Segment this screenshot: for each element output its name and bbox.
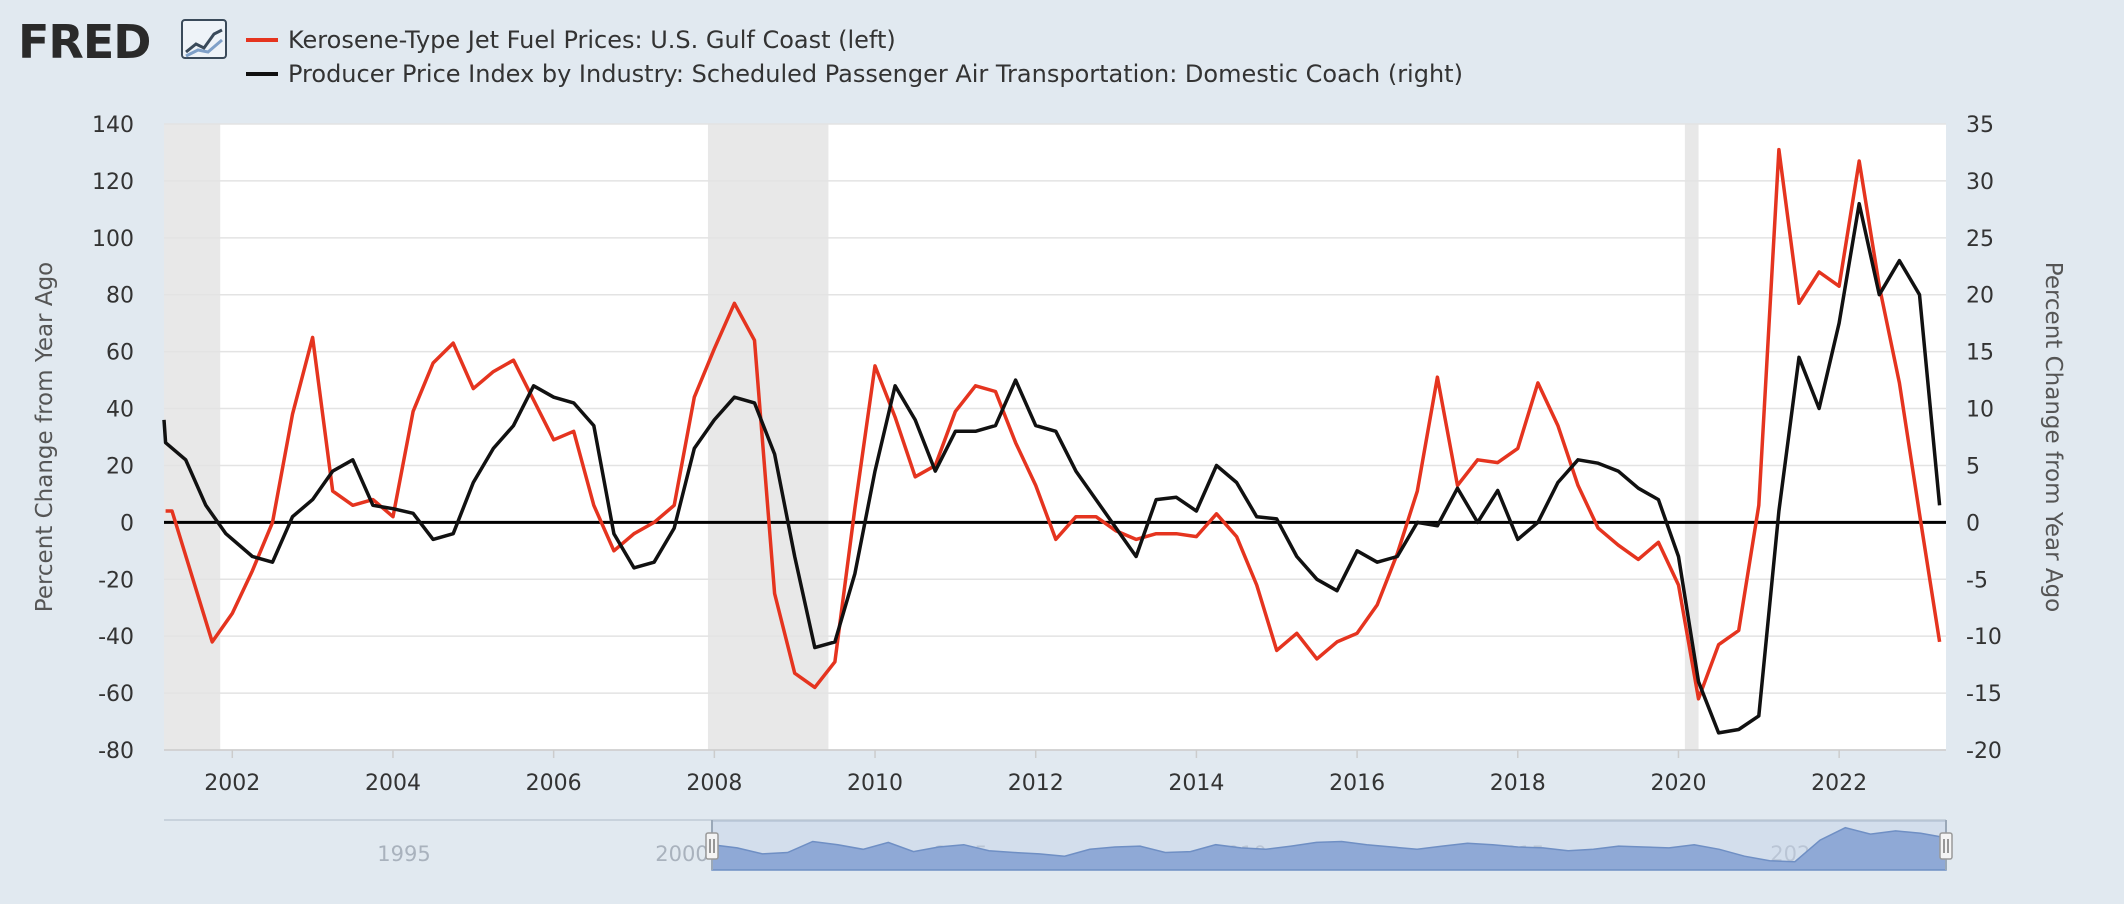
navigator-series-area — [711, 826, 1947, 871]
navigator-handle-left[interactable] — [705, 820, 719, 870]
right-tick-label: 25 — [1966, 227, 1994, 252]
right-tick-label: -20 — [1966, 739, 2002, 764]
recession-band — [1684, 124, 1699, 750]
x-tick-label: 2002 — [204, 771, 260, 796]
x-tick-label: 2008 — [686, 771, 742, 796]
recession-band — [164, 124, 221, 750]
navigator-year-label: 2000 — [655, 842, 708, 866]
right-tick-label: 15 — [1966, 341, 1994, 366]
navigator-handle-right[interactable] — [1939, 820, 1953, 870]
right-tick-label: -10 — [1966, 625, 2002, 650]
x-tick-label: 2020 — [1650, 771, 1706, 796]
fred-logo-chart-icon — [181, 19, 227, 59]
right-tick-label: 5 — [1966, 454, 1980, 479]
left-tick-label: 80 — [106, 284, 134, 309]
left-tick-label: 120 — [92, 170, 134, 195]
fred-logo-text: FRED — [18, 15, 150, 69]
x-tick-label: 2016 — [1329, 771, 1385, 796]
navigator-year-label: 1995 — [377, 842, 430, 866]
x-tick-label: 2012 — [1008, 771, 1064, 796]
legend: Kerosene-Type Jet Fuel Prices: U.S. Gulf… — [246, 26, 1463, 88]
right-tick-label: 10 — [1966, 398, 1994, 423]
legend-label-jet-fuel: Kerosene-Type Jet Fuel Prices: U.S. Gulf… — [288, 26, 896, 54]
left-tick-label: -60 — [98, 682, 134, 707]
left-tick-label: 40 — [106, 398, 134, 423]
left-axis-title: Percent Change from Year Ago — [32, 262, 58, 612]
right-axis-title: Percent Change from Year Ago — [2040, 262, 2066, 612]
right-axis-ticks: 35 30 25 20 15 10 5 0 -5 -10 -15 -20 — [1966, 113, 2002, 764]
left-tick-label: -40 — [98, 625, 134, 650]
right-tick-label: 35 — [1966, 113, 1994, 138]
right-tick-label: -5 — [1966, 568, 1988, 593]
left-tick-label: 20 — [106, 454, 134, 479]
plot-area — [164, 124, 1946, 750]
series-line-jet-fuel — [165, 147, 1942, 701]
x-tick-label: 2010 — [847, 771, 903, 796]
legend-item-ppi-air[interactable]: Producer Price Index by Industry: Schedu… — [246, 60, 1463, 88]
x-tick-label: 2018 — [1490, 771, 1546, 796]
legend-item-jet-fuel[interactable]: Kerosene-Type Jet Fuel Prices: U.S. Gulf… — [246, 26, 896, 54]
x-tick-label: 2022 — [1811, 771, 1867, 796]
left-tick-label: 60 — [106, 341, 134, 366]
series-line-ppi-air — [162, 201, 1942, 735]
x-axis-ticks: 2002 2004 2006 2008 2010 2012 2014 2016 2018 2020… — [164, 749, 1946, 796]
series-lines — [162, 147, 1942, 735]
recession-shading — [164, 124, 1699, 750]
x-tick-label: 2014 — [1168, 771, 1224, 796]
fred-logo[interactable]: FRED — [18, 15, 227, 69]
range-navigator[interactable]: 199520002005201020152020 — [164, 819, 1953, 871]
left-tick-label: -80 — [98, 739, 134, 764]
right-tick-label: 0 — [1966, 511, 1980, 536]
right-tick-label: -15 — [1966, 682, 2002, 707]
x-tick-label: 2004 — [365, 771, 421, 796]
right-tick-label: 20 — [1966, 284, 1994, 309]
left-axis-ticks: 140 120 100 80 60 40 20 0 -20 -40 -60 -80 — [92, 113, 134, 764]
left-tick-label: -20 — [98, 568, 134, 593]
x-tick-label: 2006 — [526, 771, 582, 796]
right-tick-label: 30 — [1966, 170, 1994, 195]
left-tick-label: 0 — [120, 511, 134, 536]
left-tick-label: 140 — [92, 113, 134, 138]
left-tick-label: 100 — [92, 227, 134, 252]
legend-label-ppi-air: Producer Price Index by Industry: Schedu… — [288, 60, 1463, 88]
